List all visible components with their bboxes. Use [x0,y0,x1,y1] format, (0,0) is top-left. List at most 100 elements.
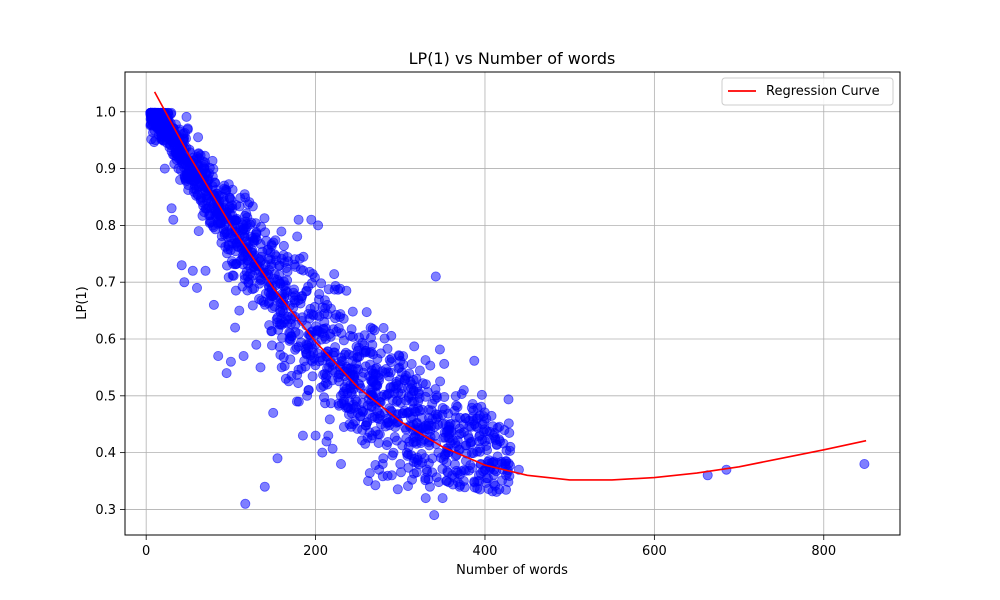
scatter-point [416,435,427,446]
scatter-point [181,156,192,167]
scatter-point [420,355,431,366]
scatter-point [195,195,206,206]
scatter-point [505,441,516,452]
scatter-point [266,325,277,336]
scatter-point [399,374,410,385]
scatter-point [387,394,398,405]
scatter-point [207,171,218,182]
scatter-point [200,265,211,276]
y-tick-label: 0.3 [95,503,116,518]
scatter-point [328,324,339,335]
scatter-point [193,226,204,237]
scatter-point [254,278,265,289]
scatter-point [492,451,503,462]
scatter-point [324,414,335,425]
scatter-point [335,458,346,469]
scatter-point [488,430,499,441]
scatter-point [210,205,221,216]
scatter-point [282,251,293,262]
scatter-point [320,398,331,409]
scatter-point [344,419,355,430]
scatter-point [258,296,269,307]
scatter-point [291,396,302,407]
scatter-point [439,404,450,415]
scatter-point [293,378,304,389]
scatter-point [403,441,414,452]
scatter-point [438,454,449,465]
scatter-point [263,244,274,255]
scatter-point [225,232,236,243]
scatter-point [240,498,251,509]
scatter-point [503,418,514,429]
scatter-point [221,368,232,379]
y-tick-label: 0.4 [95,446,116,461]
scatter-point [458,475,469,486]
scatter-point [378,322,389,333]
y-tick-label: 0.7 [95,276,116,291]
scatter-point [327,375,338,386]
scatter-point [406,358,417,369]
scatter-point [345,330,356,341]
scatter-point [176,260,187,271]
scatter-point [297,430,308,441]
scatter-point [423,458,434,469]
scatter-point [469,355,480,366]
scatter-point [238,224,249,235]
scatter-point [352,407,363,418]
scatter-point [408,432,419,443]
y-axis-label: LP(1) [75,286,90,320]
scatter-point [346,389,357,400]
scatter-point [334,311,345,322]
scatter-point [366,401,377,412]
scatter-point [303,308,314,319]
scatter-point [242,259,253,270]
scatter-point [471,413,482,424]
scatter-point [450,419,461,430]
scatter-point [310,430,321,441]
scatter-point [263,253,274,264]
scatter-point [153,112,164,123]
scatter-point [406,383,417,394]
scatter-point [238,350,249,361]
plot-frame [124,71,901,536]
scatter-point [276,226,287,237]
scatter-point [268,237,279,248]
scatter-point [859,458,870,469]
regression-curve-layer [153,91,867,481]
scatter-point [317,447,328,458]
scatter-point [424,481,435,492]
y-tick-label: 0.6 [95,333,116,348]
scatter-point [452,401,463,412]
scatter-point [285,318,296,329]
scatter-point [409,341,420,352]
x-tick-label: 200 [303,544,328,559]
scatter-point [230,259,241,270]
scatter-point [374,464,385,475]
scatter-point [225,356,236,367]
legend-label: Regression Curve [766,84,880,99]
scatter-point [307,268,318,279]
scatter-point [247,201,258,212]
scatter-point [378,453,389,464]
scatter-point [296,291,307,302]
scatter-point [439,358,450,369]
scatter-point [388,447,399,458]
scatter-point [481,445,492,456]
scatter-point [496,458,507,469]
scatter-point [193,148,204,159]
scatter-point [327,443,338,454]
scatter-point [191,282,202,293]
scatter-point [391,435,402,446]
scatter-point [365,322,376,333]
scatter-point [234,201,245,212]
axis-ticks: 0 200 400 600 800 0.3 0.4 0.5 0.6 0.7 0.8 0.9 1.0 [95,105,836,559]
scatter-point [367,430,378,441]
scatter-point [435,376,446,387]
x-tick-label: 600 [642,544,667,559]
scatter-point [320,333,331,344]
regression-curve [153,91,867,481]
scatter-point [466,421,477,432]
scatter-point [392,484,403,495]
scatter-point [416,448,427,459]
